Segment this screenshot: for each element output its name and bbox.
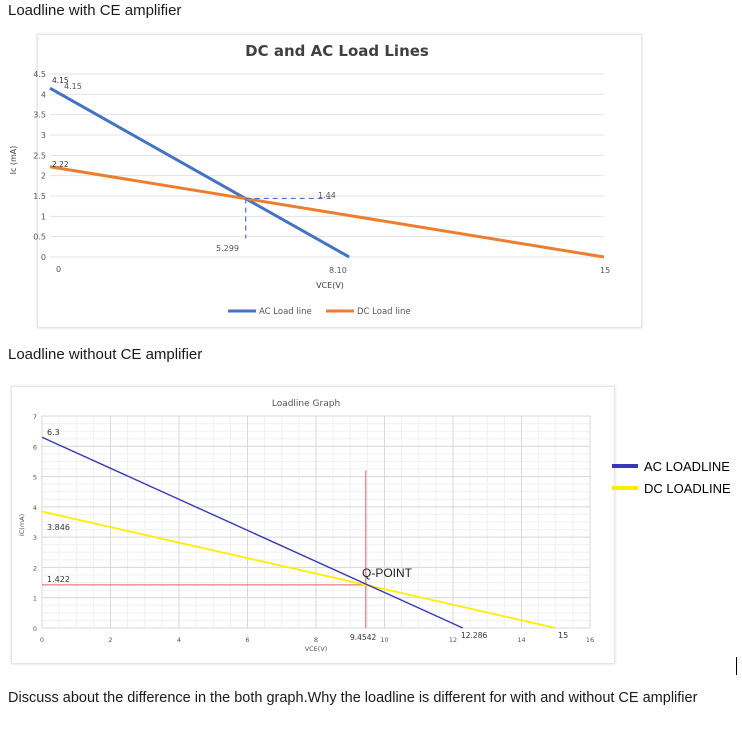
y-tick-label: 1.5 [33,192,46,201]
data-label: 9.4542 [350,633,376,642]
legend-without-ce: AC LOADLINE DC LOADLINE [612,455,731,499]
data-label: 1.44 [318,191,336,200]
y-tick-label: 2 [41,172,46,181]
data-label: 15 [558,631,568,640]
legend-item: AC LOADLINE [612,455,731,477]
x-tick-label: 4 [177,636,181,644]
legend-item: DC LOADLINE [612,477,731,499]
y-tick-label: 4 [41,90,46,99]
y-tick-label: 0.5 [33,233,46,242]
ac-loadline [41,436,464,629]
text-cursor [736,657,737,675]
data-label: 15 [600,266,610,275]
y-tick-label: 6 [33,443,37,451]
y-tick-label: 4 [33,504,37,512]
x-tick-label: 12 [449,636,457,644]
chart-panel-without-ce [11,386,615,664]
y-tick-label: 1 [41,212,46,221]
legend-swatch [612,486,638,490]
heading-with-ce: Loadline with CE amplifier [8,2,182,19]
heading-without-ce: Loadline without CE amplifier [8,346,203,363]
q-point-label: Q-POINT [362,566,413,580]
y-tick-label: 7 [33,413,37,421]
legend-label: DC LOADLINE [644,480,731,496]
data-label: 8.10 [329,266,347,275]
data-label: 4.15 [64,82,82,91]
x-tick-label: 14 [517,636,525,644]
data-label: 4.15 [52,76,69,85]
chart-title: DC and AC Load Lines [245,42,429,60]
y-tick-label: 1 [33,595,37,603]
y-axis-label: IC(mA) [18,514,26,536]
x-axis-label: VCE(V) [316,281,344,290]
y-tick-label: 3.5 [33,111,46,120]
y-tick-label: 2 [33,564,37,572]
legend-label: AC Load line [259,307,312,317]
x-tick-label: 2 [108,636,112,644]
x-tick-label: 6 [245,636,249,644]
legend-label: AC LOADLINE [644,458,730,474]
chart-title: Loadline Graph [272,399,340,409]
data-label: 1.422 [47,575,70,584]
y-tick-label: 0 [33,625,37,633]
y-axis-label: Ic (mA) [9,146,18,175]
data-label: 12.286 [461,631,487,640]
y-tick-label: 0 [41,253,46,262]
legend-label: DC Load line [357,307,411,317]
x-axis-label: VCE(V) [305,645,328,653]
ac-load-line [49,86,350,259]
legend-swatch [612,464,638,468]
data-label: 0 [56,265,61,274]
x-tick-label: 16 [586,636,594,644]
x-tick-label: 8 [314,636,318,644]
y-tick-label: 5 [33,474,37,482]
data-label: 2.22 [52,160,69,169]
data-label: 6.3 [47,428,60,437]
question-text: Discuss about the difference in the both… [8,690,698,706]
data-label: 5.299 [216,244,239,253]
y-tick-label: 3 [33,534,37,542]
y-tick-label: 4.5 [33,70,46,79]
data-label: 3.846 [47,523,70,532]
y-tick-label: 2.5 [33,151,46,160]
x-tick-label: 10 [380,636,388,644]
x-tick-label: 0 [40,636,44,644]
dc-loadline [41,510,556,629]
y-tick-label: 3 [41,131,46,140]
dc-load-line [49,165,605,259]
